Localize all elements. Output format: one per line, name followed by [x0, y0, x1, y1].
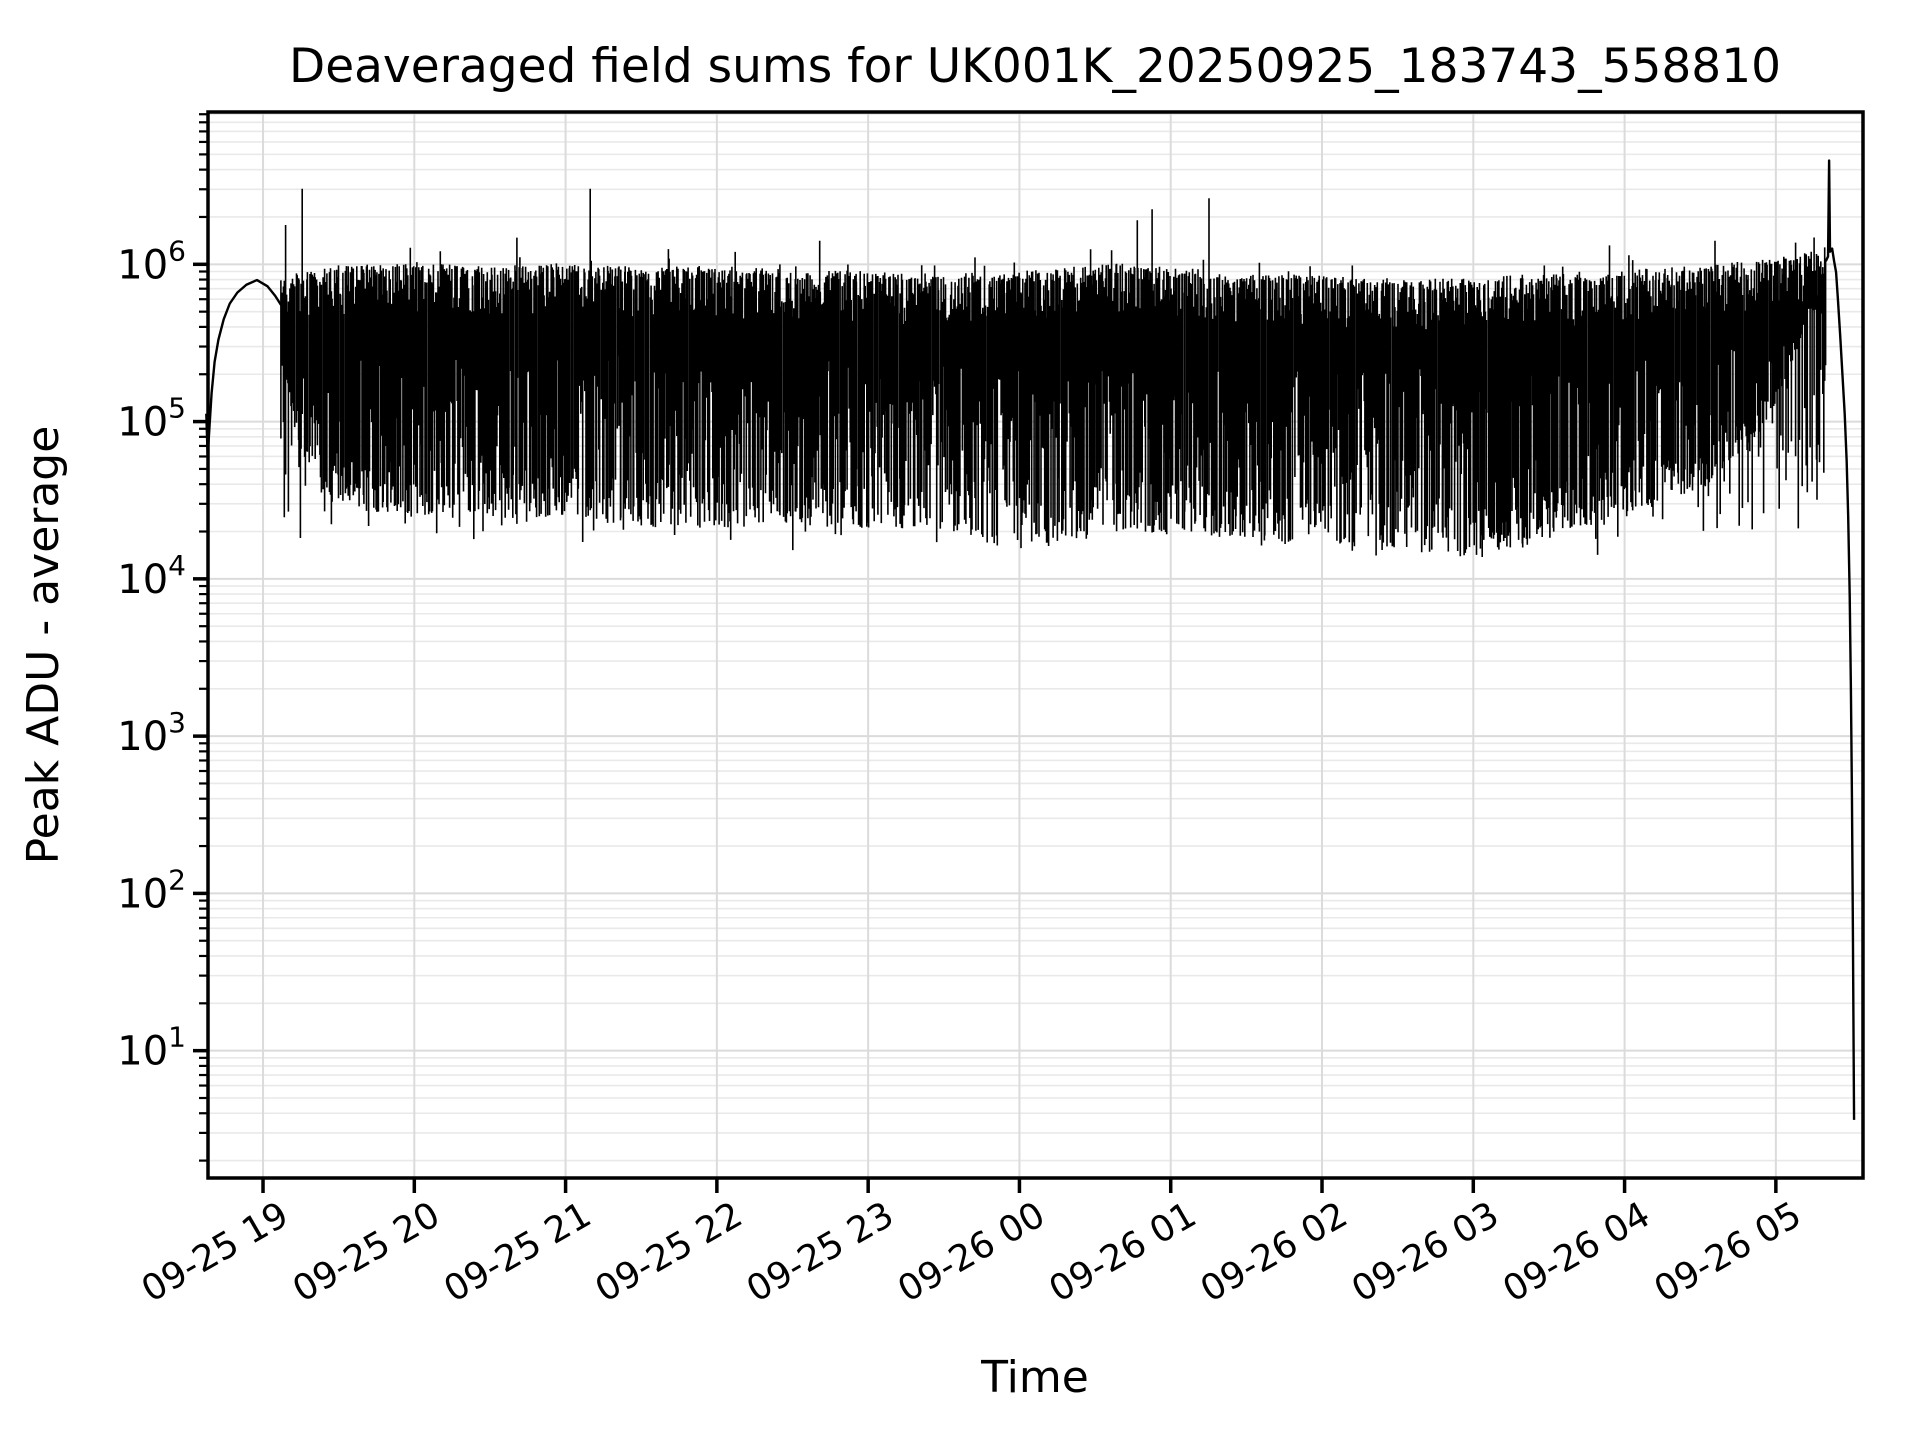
- x-tick-label: 09-26 04: [1496, 1194, 1657, 1310]
- x-tick-label: 09-25 21: [437, 1194, 598, 1310]
- x-tick-label: 09-26 05: [1648, 1194, 1809, 1310]
- y-tick-labels: 106 105 104 103 102 101: [117, 234, 186, 1074]
- x-tick-label: 09-25 22: [589, 1194, 750, 1310]
- y-tick-label: 106: [117, 234, 186, 288]
- y-tick-label: 104: [117, 549, 186, 603]
- x-tick-label: 09-26 02: [1194, 1194, 1355, 1310]
- y-tick-label: 102: [117, 863, 186, 917]
- chart-title: Deaveraged field sums for UK001K_2025092…: [289, 39, 1781, 94]
- x-tick-label: 09-26 03: [1345, 1194, 1506, 1310]
- y-tick-label: 101: [117, 1021, 186, 1075]
- x-tick-label: 09-25 19: [135, 1194, 296, 1310]
- series-noise-trace: [280, 188, 1827, 557]
- x-axis-label: Time: [980, 1352, 1089, 1403]
- y-tick-label: 103: [117, 706, 186, 760]
- series-head-curve: [205, 278, 283, 458]
- x-tick-label: 09-25 20: [286, 1194, 447, 1310]
- series-tail-curve: [1824, 159, 1856, 1120]
- x-tick-label: 09-26 00: [891, 1194, 1052, 1310]
- plot-border-spines: [206, 110, 1865, 1180]
- x-tick-label: 09-25 23: [740, 1194, 901, 1310]
- y-tick-label: 105: [117, 392, 186, 446]
- y-axis-label: Peak ADU - average: [18, 426, 69, 865]
- x-tick-label: 09-26 01: [1043, 1194, 1204, 1310]
